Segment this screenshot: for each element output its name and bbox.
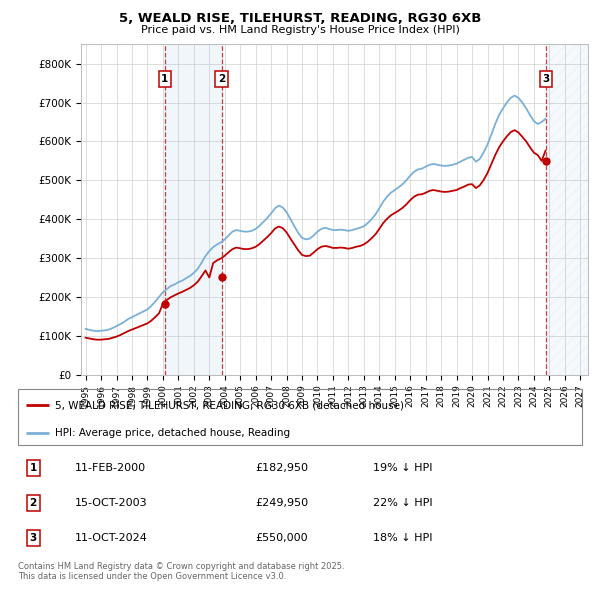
Text: 3: 3: [29, 533, 37, 543]
Text: 1: 1: [29, 463, 37, 473]
Text: £182,950: £182,950: [255, 463, 308, 473]
Text: HPI: Average price, detached house, Reading: HPI: Average price, detached house, Read…: [55, 428, 290, 438]
Text: £249,950: £249,950: [255, 498, 308, 508]
Text: 5, WEALD RISE, TILEHURST, READING, RG30 6XB: 5, WEALD RISE, TILEHURST, READING, RG30 …: [119, 12, 481, 25]
Text: 3: 3: [542, 74, 550, 84]
Text: 11-OCT-2024: 11-OCT-2024: [74, 533, 147, 543]
Bar: [165, 44, 221, 375]
Text: Contains HM Land Registry data © Crown copyright and database right 2025.
This d: Contains HM Land Registry data © Crown c…: [18, 562, 344, 581]
Text: Price paid vs. HM Land Registry's House Price Index (HPI): Price paid vs. HM Land Registry's House …: [140, 25, 460, 35]
Text: 19% ↓ HPI: 19% ↓ HPI: [373, 463, 433, 473]
Text: £550,000: £550,000: [255, 533, 308, 543]
Text: 22% ↓ HPI: 22% ↓ HPI: [373, 498, 433, 508]
Text: 5, WEALD RISE, TILEHURST, READING, RG30 6XB (detached house): 5, WEALD RISE, TILEHURST, READING, RG30 …: [55, 400, 404, 410]
Text: 11-FEB-2000: 11-FEB-2000: [74, 463, 146, 473]
Text: 2: 2: [218, 74, 225, 84]
Text: 15-OCT-2003: 15-OCT-2003: [74, 498, 147, 508]
Text: 18% ↓ HPI: 18% ↓ HPI: [373, 533, 433, 543]
Text: 1: 1: [161, 74, 169, 84]
Text: 2: 2: [29, 498, 37, 508]
Bar: [546, 44, 588, 375]
